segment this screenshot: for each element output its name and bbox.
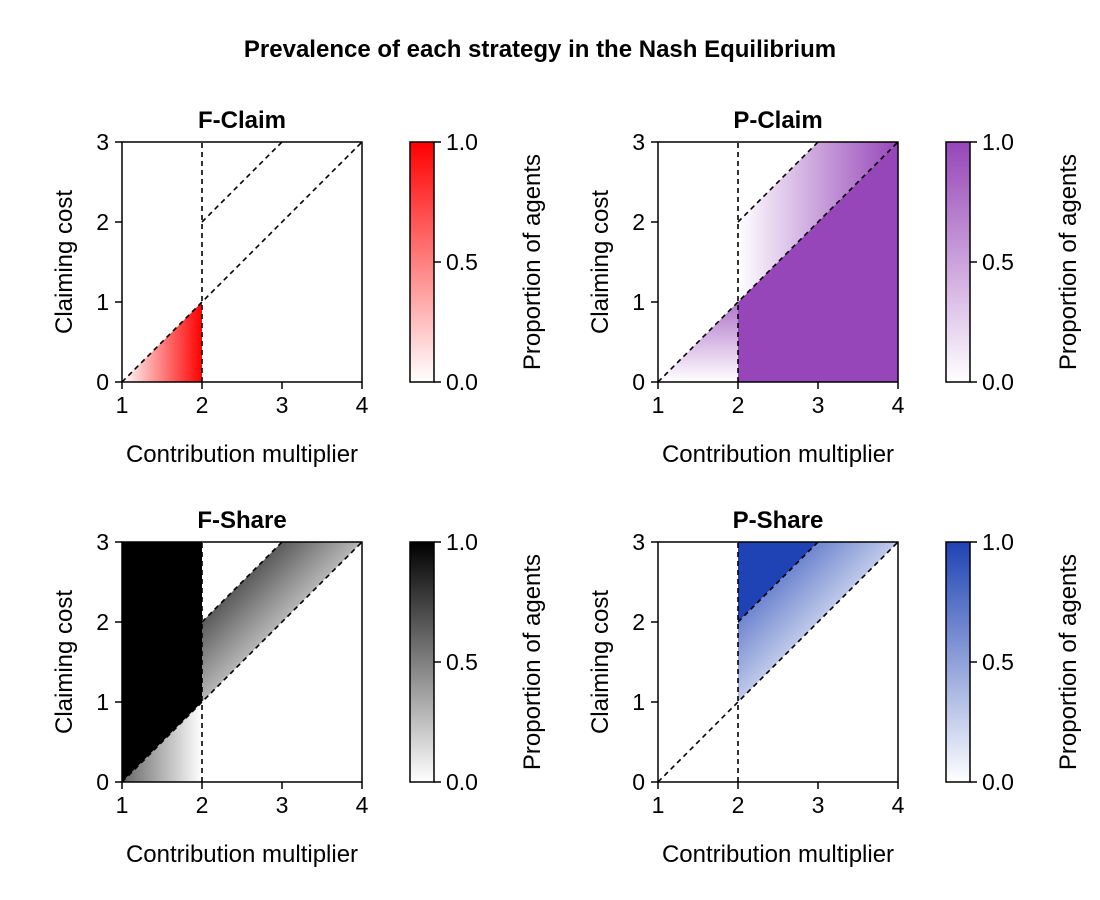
colorbar-tick-label: 1.0 (446, 129, 478, 155)
y-axis-label: Claiming cost (587, 590, 614, 734)
colorbar-tick-label: 0.5 (982, 649, 1014, 675)
colorbar-label: Proportion of agents (1055, 154, 1082, 370)
y-tick-label: 0 (632, 369, 645, 395)
x-tick-label: 4 (892, 392, 905, 418)
colorbar-tick-label: 0.5 (446, 249, 478, 275)
x-tick-label: 1 (116, 392, 129, 418)
y-tick-label: 1 (96, 689, 109, 715)
panel-title: F-Share (197, 507, 286, 534)
panel-title: P-Share (733, 507, 824, 534)
y-tick-label: 3 (96, 129, 109, 155)
colorbar-label: Proportion of agents (1055, 554, 1082, 770)
colorbar-gradient (409, 541, 435, 783)
colorbar-tick-label: 1.0 (446, 529, 478, 555)
axes-frame (121, 141, 363, 383)
y-tick-label: 0 (632, 769, 645, 795)
colorbar-label: Proportion of agents (519, 154, 546, 370)
plot-area (658, 142, 898, 382)
x-axis-label: Contribution multiplier (662, 441, 894, 468)
axes-frame (657, 541, 899, 783)
x-tick-label: 2 (196, 792, 209, 818)
y-tick-label: 1 (632, 689, 645, 715)
y-tick-label: 3 (632, 529, 645, 555)
y-tick-label: 0 (96, 769, 109, 795)
x-tick-label: 3 (276, 792, 289, 818)
reference-line (737, 542, 819, 623)
heat-region (738, 142, 898, 382)
colorbar-gradient (409, 141, 435, 383)
colorbar-tick-label: 0.0 (446, 369, 478, 395)
reference-line (122, 142, 362, 382)
reference-line (201, 142, 283, 223)
colorbar-tick-label: 0.5 (446, 649, 478, 675)
colorbar: 0.0 0.5 1.0 Proportion of agents (945, 529, 1082, 795)
panel-title: P-Claim (733, 107, 822, 134)
x-tick-label: 4 (892, 792, 905, 818)
x-tick-label: 3 (276, 392, 289, 418)
y-axis-label: Claiming cost (51, 590, 78, 734)
x-tick-label: 1 (652, 392, 665, 418)
x-tick-label: 2 (196, 392, 209, 418)
colorbar-tick-label: 1.0 (982, 129, 1014, 155)
colorbar-tick-label: 0.0 (446, 769, 478, 795)
y-tick-label: 2 (632, 209, 645, 235)
reference-line (658, 542, 898, 782)
axes-frame (657, 141, 899, 383)
plot-area (122, 542, 362, 782)
y-tick-label: 1 (96, 289, 109, 315)
reference-line (658, 142, 898, 382)
x-tick-label: 1 (652, 792, 665, 818)
y-tick-label: 0 (96, 369, 109, 395)
reference-line (201, 542, 283, 623)
x-axis-label: Contribution multiplier (126, 841, 358, 868)
plot-area (122, 142, 362, 382)
x-tick-label: 3 (812, 792, 825, 818)
y-axis-label: Claiming cost (587, 190, 614, 334)
x-tick-label: 2 (732, 392, 745, 418)
x-tick-label: 4 (356, 792, 369, 818)
x-tick-label: 2 (732, 792, 745, 818)
colorbar-tick-label: 0.0 (982, 769, 1014, 795)
y-tick-label: 2 (96, 609, 109, 635)
colorbar-tick-label: 1.0 (982, 529, 1014, 555)
y-tick-label: 1 (632, 289, 645, 315)
colorbar: 0.0 0.5 1.0 Proportion of agents (409, 529, 546, 795)
x-axis-label: Contribution multiplier (126, 441, 358, 468)
y-tick-label: 3 (96, 529, 109, 555)
colorbar-tick-label: 0.0 (982, 369, 1014, 395)
x-tick-label: 1 (116, 792, 129, 818)
y-axis-label: Claiming cost (51, 190, 78, 334)
reference-line (122, 542, 362, 782)
colorbar: 0.0 0.5 1.0 Proportion of agents (945, 129, 1082, 395)
x-axis-label: Contribution multiplier (662, 841, 894, 868)
axes-frame (121, 541, 363, 783)
colorbar-label: Proportion of agents (519, 554, 546, 770)
colorbar: 0.0 0.5 1.0 Proportion of agents (409, 129, 546, 395)
reference-line (737, 142, 819, 223)
colorbar-tick-label: 0.5 (982, 249, 1014, 275)
colorbar-gradient (945, 141, 971, 383)
x-tick-label: 4 (356, 392, 369, 418)
panel-title: F-Claim (198, 107, 286, 134)
x-tick-label: 3 (812, 392, 825, 418)
y-tick-label: 2 (632, 609, 645, 635)
figure-title: Prevalence of each strategy in the Nash … (244, 36, 836, 63)
colorbar-gradient (945, 541, 971, 783)
plot-area (658, 542, 898, 782)
y-tick-label: 3 (632, 129, 645, 155)
y-tick-label: 2 (96, 209, 109, 235)
